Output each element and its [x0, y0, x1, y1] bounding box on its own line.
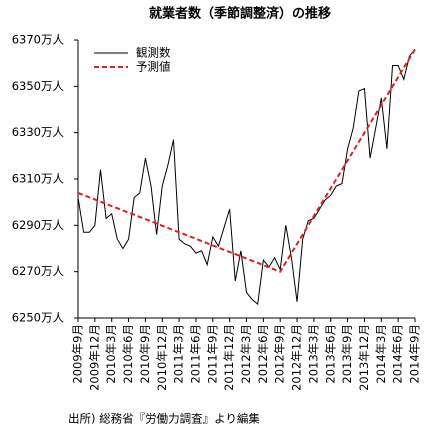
x-tick-label: 2012年3月 [239, 324, 253, 384]
x-tick-label: 2012年9月 [273, 324, 287, 384]
x-tick-label: 2013年6月 [323, 324, 337, 384]
source-note: 出所) 総務省『労働力調査』より編集 [68, 412, 260, 426]
x-tick-label: 2011年3月 [172, 324, 186, 384]
x-tick-label: 2014年6月 [391, 324, 405, 384]
y-tick-label: 6330万人 [12, 125, 65, 139]
y-tick-label: 6310万人 [12, 172, 65, 186]
series-line [77, 48, 416, 273]
y-tick-label: 6370万人 [12, 33, 65, 47]
x-tick-label: 2014年3月 [374, 324, 388, 384]
x-tick-label: 2011年6月 [188, 324, 202, 384]
y-tick-label: 6250万人 [12, 311, 65, 325]
x-tick-label: 2010年12月 [155, 324, 169, 391]
x-tick-label: 2013年12月 [357, 324, 371, 391]
series-line [77, 48, 416, 306]
x-tick-label: 2013年3月 [306, 324, 320, 384]
x-tick-label: 2010年6月 [121, 324, 135, 384]
x-tick-label: 2010年9月 [138, 324, 152, 384]
x-tick-label: 2013年9月 [340, 324, 354, 384]
y-tick-label: 6270万人 [12, 264, 65, 278]
y-tick-label: 6290万人 [12, 218, 65, 232]
x-tick-label: 2012年12月 [290, 324, 304, 391]
chart-title: 就業者数（季節調整済）の推移 [149, 6, 331, 22]
x-tick-label: 2009年9月 [71, 324, 85, 384]
legend-label: 予測値 [136, 60, 171, 74]
x-tick-label: 2011年9月 [205, 324, 219, 384]
x-tick-label: 2012年6月 [256, 324, 270, 384]
x-tick-label: 2010年3月 [104, 324, 118, 384]
x-tick-label: 2014年9月 [408, 324, 422, 384]
x-tick-label: 2011年12月 [222, 324, 236, 391]
legend-label: 観測数 [136, 46, 171, 60]
y-tick-label: 6350万人 [12, 79, 65, 93]
x-tick-label: 2009年12月 [87, 324, 101, 391]
